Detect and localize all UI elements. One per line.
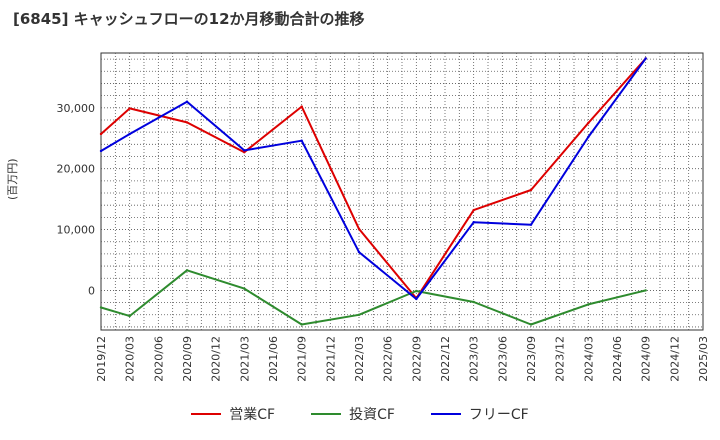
chart-legend: 営業CF 投資CF フリーCF — [0, 404, 720, 424]
legend-item-1: 営業CF — [191, 404, 275, 424]
x-tick-label: 2024/06 — [611, 336, 624, 382]
x-tick-label: 2019/12 — [95, 336, 108, 382]
x-tick-label: 2021/12 — [324, 336, 337, 382]
series-2-point — [529, 323, 533, 326]
series-3-point — [472, 221, 475, 224]
x-tick-label: 2022/03 — [353, 336, 366, 382]
legend-label: フリーCF — [468, 407, 529, 423]
series-3-point — [357, 250, 361, 254]
y-tick-label: 0 — [88, 284, 95, 297]
series-3-point — [128, 132, 131, 136]
x-tick-label: 2021/03 — [238, 336, 251, 382]
legend-item-3: フリーCF — [430, 404, 529, 424]
series-3-point — [99, 149, 103, 153]
series-1-point — [128, 107, 131, 110]
series-1-point — [529, 188, 533, 192]
series-3-point — [529, 223, 533, 226]
legend-swatch — [311, 413, 342, 415]
x-tick-label: 2024/12 — [668, 336, 681, 382]
series-2-point — [99, 306, 103, 309]
x-tick-label: 2020/06 — [152, 336, 165, 382]
x-tick-label: 2020/09 — [181, 336, 194, 382]
series-1-point — [99, 132, 103, 136]
x-tick-label: 2023/03 — [468, 336, 481, 382]
y-tick-label: 20,000 — [57, 163, 96, 176]
series-3-point — [587, 135, 590, 139]
legend-swatch — [430, 413, 461, 415]
y-tick-label: 10,000 — [57, 224, 96, 237]
series-2-point — [128, 314, 131, 318]
series-2-point — [300, 323, 303, 326]
series-3-point — [300, 139, 303, 142]
series-3-point — [185, 100, 189, 103]
series-1-point — [587, 121, 590, 125]
x-tick-label: 2021/06 — [267, 336, 280, 382]
series-2-point — [185, 269, 189, 272]
series-2-point — [587, 303, 590, 306]
series-1-point — [243, 151, 246, 154]
x-tick-label: 2022/12 — [439, 336, 452, 382]
series-2-point — [644, 289, 647, 292]
x-tick-label: 2024/03 — [582, 336, 595, 382]
chart-plot-area: 0 10,000 20,000 30,000 2019/12 2020/03 2020/06… — [57, 52, 710, 382]
series-2-point — [472, 300, 475, 304]
y-tick-label: 30,000 — [57, 102, 96, 115]
x-tick-label: 2020/12 — [210, 336, 223, 382]
series-2-point — [415, 289, 418, 293]
legend-label: 営業CF — [229, 407, 276, 423]
x-tick-label: 2023/09 — [525, 336, 538, 382]
series-3-point — [243, 149, 246, 152]
x-tick-label: 2023/12 — [554, 336, 567, 382]
series-1-point — [185, 121, 189, 124]
series-1-point — [472, 208, 475, 212]
x-tick-label: 2021/09 — [296, 336, 309, 382]
series-3-point — [415, 297, 418, 301]
series-1-point — [357, 227, 361, 231]
x-tick-label: 2025/03 — [697, 336, 710, 382]
legend-swatch — [191, 413, 222, 415]
x-tick-label: 2023/06 — [496, 336, 509, 382]
x-tick-label: 2020/03 — [124, 336, 137, 382]
legend-label: 投資CF — [349, 407, 395, 423]
x-tick-label: 2022/09 — [410, 336, 423, 382]
chart-title: [6845] キャッシュフローの12か月移動合計の推移 — [13, 10, 365, 28]
legend-item-2: 投資CF — [311, 404, 395, 424]
x-tick-label: 2024/09 — [640, 336, 653, 382]
series-1-point — [300, 105, 303, 108]
x-tick-label: 2022/06 — [382, 336, 395, 382]
series-2-point — [243, 287, 246, 290]
series-3-point — [644, 57, 647, 60]
series-2-point — [357, 313, 361, 316]
